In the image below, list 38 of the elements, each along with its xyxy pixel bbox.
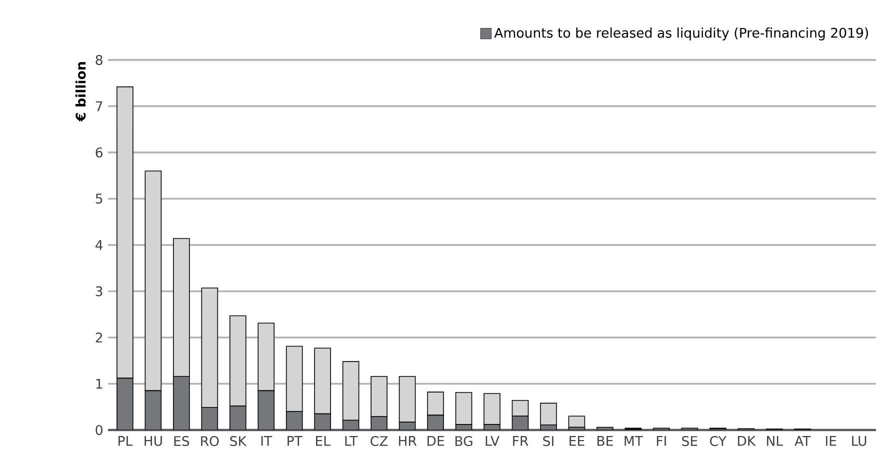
y-tick-label: 4 [96,240,103,250]
x-tick-label: FI [656,436,666,446]
x-tick-label: NL [767,436,783,446]
x-tick-label: HU [144,436,162,446]
x-tick-label: EE [570,436,584,446]
x-tick-label: LT [345,436,358,446]
y-tick-label: 3 [96,286,102,296]
y-tick-label: 2 [96,332,102,342]
x-tick-label: CY [710,436,726,446]
y-tick-label: 6 [96,147,102,158]
x-tick-label: HR [399,436,417,446]
x-tick-label: ES [174,436,190,446]
y-tick-label: 7 [96,101,102,112]
x-tick-label: IE [826,436,836,446]
x-tick-label: SE [682,436,698,446]
x-tick-label: SK [230,436,247,446]
x-tick-label: MT [624,436,644,446]
x-tick-label: IT [261,436,272,446]
x-tick-label: PT [288,436,302,446]
legend-label: Amounts to be released as liquidity (Pre-financing 2019) [494,28,868,40]
x-tick-label: LV [486,436,500,446]
y-tick-label: 8 [96,54,102,66]
x-tick-label: DE [428,436,444,446]
y-axis-title: € billion [75,62,86,122]
x-tick-label: LU [852,436,866,446]
y-tick-label: 5 [96,194,102,204]
x-tick-label: SI [543,436,554,446]
x-tick-label: DK [738,436,756,446]
x-tick-label: BG [455,436,472,446]
x-tick-label: AT [794,436,811,446]
x-tick-label: PL [118,436,133,446]
x-tick-label: BE [598,436,613,446]
y-tick-label: 0 [96,424,102,436]
x-tick-label: CZ [370,436,388,446]
x-tick-label: EL [316,436,330,446]
y-tick-label: 1 [96,378,102,389]
x-tick-label: RO [201,436,219,446]
x-tick-label: FR [513,436,528,446]
